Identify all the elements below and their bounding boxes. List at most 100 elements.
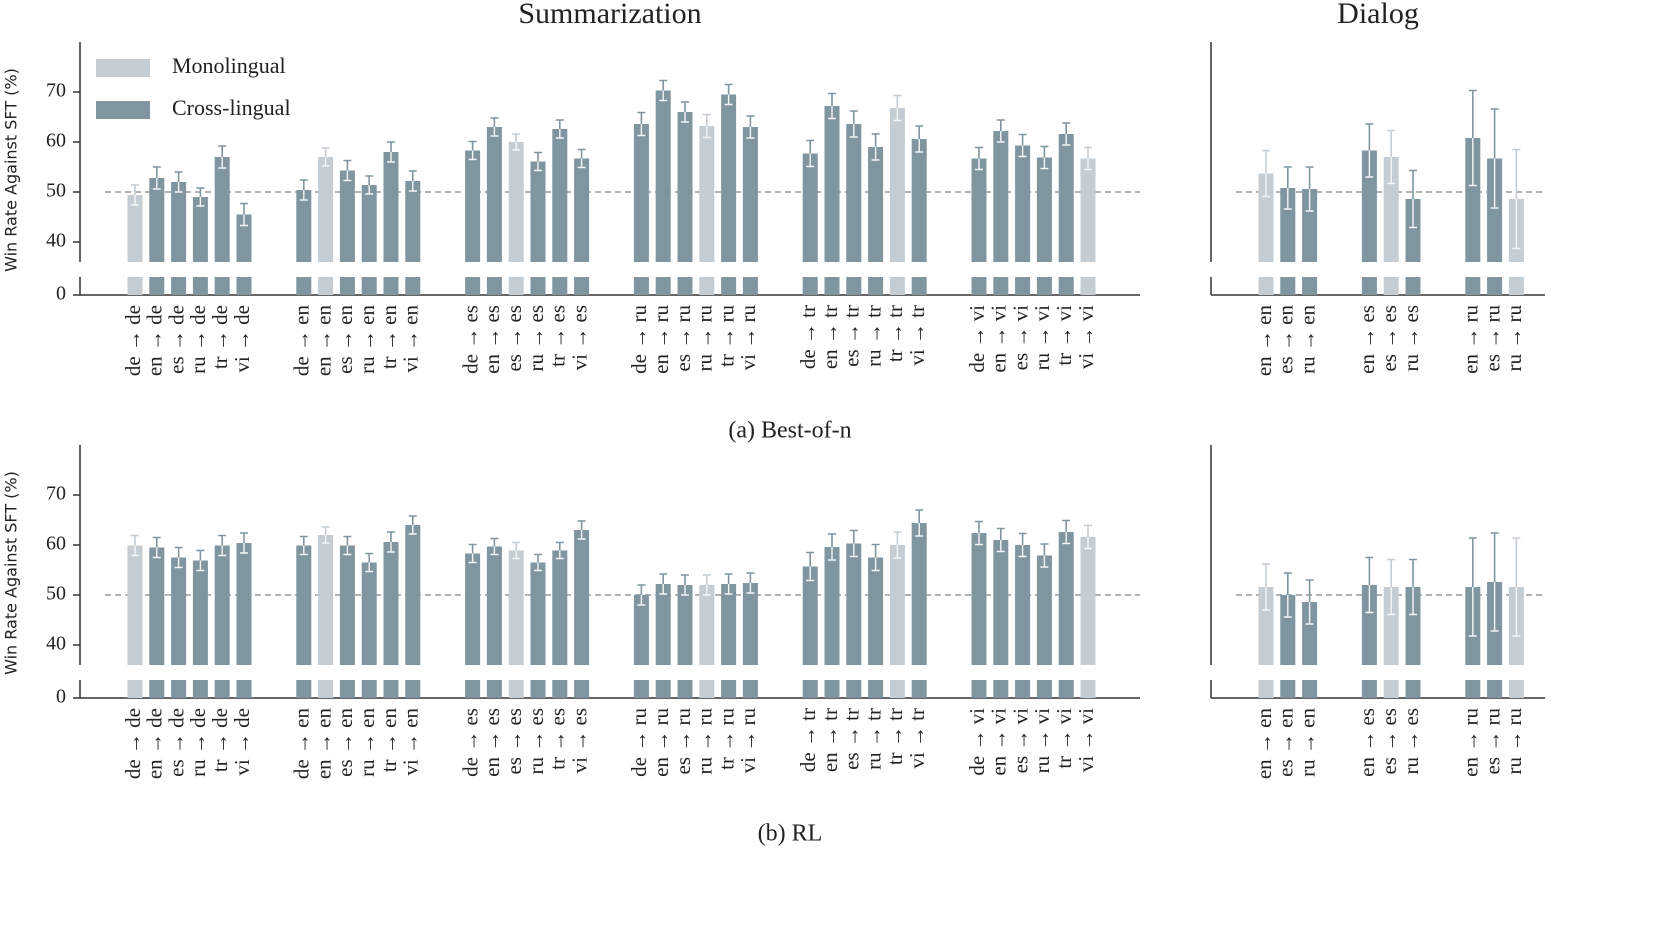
bar-stub: [699, 680, 715, 698]
bar: [318, 535, 334, 665]
error-bar-inner: [408, 525, 417, 535]
bar-stub: [339, 277, 355, 295]
error-bar-inner: [218, 545, 227, 557]
error-bar-inner: [746, 583, 755, 594]
bar-stub: [1508, 680, 1524, 698]
bar: [846, 124, 862, 262]
x-tick-label: vi → es: [567, 708, 591, 773]
error-bar-inner: [1387, 157, 1396, 185]
y-tick-label: 70: [46, 483, 66, 505]
error-bar-inner: [343, 170, 352, 182]
x-tick-label: vi → de: [230, 708, 254, 776]
bar-stub: [236, 277, 252, 295]
error-bar-inner: [893, 108, 902, 122]
error-bar-inner: [1409, 199, 1417, 229]
error-bar-inner: [1468, 138, 1477, 187]
x-tick-label: en → en: [311, 305, 335, 377]
y-tick-label: 0: [56, 686, 66, 708]
bar: [1280, 595, 1296, 665]
bar: [802, 566, 818, 665]
error-bar-inner: [152, 547, 161, 559]
x-tick-label: tr → ru: [714, 305, 738, 367]
x-tick-label: tr → ru: [714, 708, 738, 770]
y-tick-label: 50: [46, 180, 66, 202]
bar: [911, 523, 927, 665]
bar-stub: [465, 680, 481, 698]
error-bar-inner: [659, 584, 668, 595]
x-tick-label: de → vi: [965, 708, 989, 776]
bar-stub: [802, 277, 818, 295]
x-tick-label: vi → es: [567, 305, 591, 370]
x-tick-label: tr → de: [208, 708, 232, 772]
x-tick-label: es → de: [164, 305, 188, 374]
bar-stub: [1465, 680, 1481, 698]
bar-stub: [846, 680, 862, 698]
bar: [508, 142, 524, 262]
bar-stub: [971, 277, 987, 295]
error-bar-inner: [577, 158, 586, 169]
bar: [236, 543, 252, 665]
bar: [824, 106, 840, 262]
caption: (a) Best-of-n: [728, 418, 851, 444]
x-tick-label: en → vi: [987, 708, 1011, 776]
x-tick-label: vi → en: [399, 305, 423, 373]
bar-stub: [405, 277, 421, 295]
error-bar-inner: [299, 190, 308, 201]
bar: [699, 585, 715, 665]
x-tick-label: ru → ru: [1502, 305, 1526, 372]
caption: (b) RL: [758, 821, 823, 847]
bar: [1058, 134, 1074, 262]
x-tick-label: es → ru: [1480, 305, 1504, 372]
y-tick-label: 0: [56, 283, 66, 305]
bar: [802, 153, 818, 262]
bar-stub: [911, 680, 927, 698]
x-tick-label: ru → es: [1399, 305, 1423, 372]
error-bar-inner: [828, 547, 836, 561]
error-bar-inner: [174, 557, 183, 569]
bar: [405, 181, 421, 262]
x-tick-label: vi → tr: [905, 305, 929, 366]
x-tick-label: ru → en: [355, 708, 379, 777]
bar: [889, 545, 905, 665]
bar: [1015, 545, 1031, 665]
y-tick-label: 60: [46, 533, 66, 555]
bar-stub: [742, 277, 758, 295]
x-tick-label: en → en: [311, 708, 335, 780]
bar: [339, 170, 355, 262]
bar-stub: [127, 680, 143, 698]
error-bar-inner: [131, 195, 139, 206]
x-tick-label: en → en: [1252, 708, 1276, 780]
bar: [574, 158, 590, 262]
bar-stub: [721, 277, 737, 295]
x-tick-label: es → es: [502, 708, 526, 775]
y-tick-label: 50: [46, 583, 66, 605]
x-tick-label: es → en: [1274, 708, 1298, 777]
panel-title: Dialog: [1337, 0, 1419, 30]
x-tick-label: en → en: [1252, 305, 1276, 377]
bar: [214, 545, 230, 665]
bar-stub: [911, 277, 927, 295]
x-tick-label: vi → ru: [736, 708, 760, 774]
bar: [361, 185, 377, 262]
error-bar-inner: [196, 197, 205, 207]
error-bar-inner: [1365, 585, 1374, 614]
x-tick-label: vi → vi: [1074, 305, 1098, 369]
x-tick-label: vi → vi: [1074, 708, 1098, 772]
error-bar-inner: [702, 585, 711, 596]
error-bar-inner: [1512, 199, 1521, 250]
error-bar-inner: [849, 124, 858, 138]
x-tick-label: en → es: [480, 708, 504, 777]
x-tick-label: es → de: [164, 708, 188, 777]
error-bar-inner: [1283, 595, 1292, 618]
x-tick-label: ru → tr: [861, 305, 885, 367]
bar: [192, 560, 208, 665]
bar-stub: [149, 277, 165, 295]
bar-stub: [530, 277, 546, 295]
bar-stub: [339, 680, 355, 698]
bar: [868, 557, 884, 665]
error-bar-inner: [365, 562, 374, 573]
bar: [339, 545, 355, 665]
bar: [552, 129, 568, 262]
error-bar-inner: [1305, 189, 1314, 212]
bar: [1405, 199, 1421, 262]
